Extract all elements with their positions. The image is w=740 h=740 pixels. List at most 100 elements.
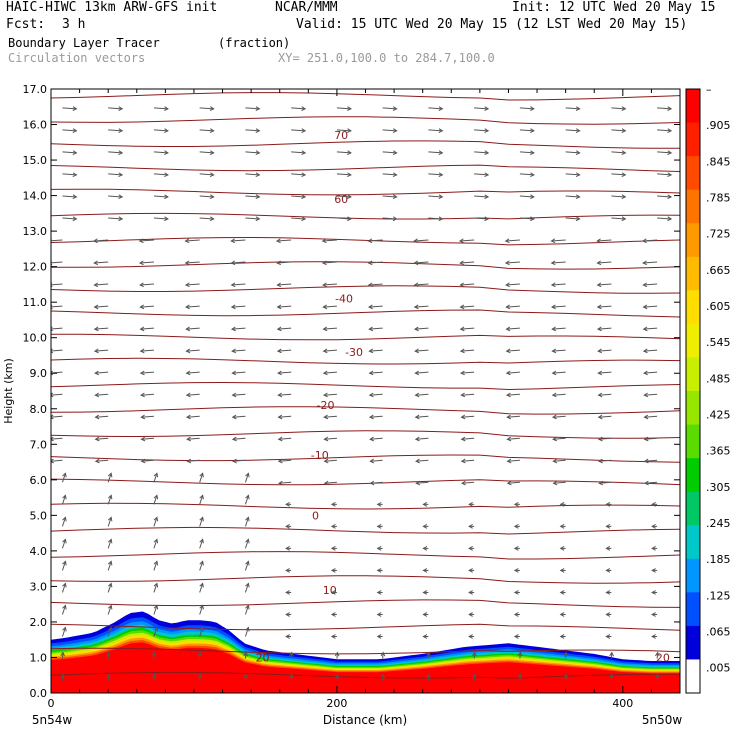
vector-head [347, 128, 352, 133]
vector-arrow [506, 283, 520, 286]
vector-arrow [368, 283, 383, 286]
vector-arrow [199, 539, 204, 549]
vector-arrow [107, 583, 112, 593]
tracer-fill-layer [51, 611, 680, 693]
vector-arrow [414, 239, 429, 242]
vector-arrow [244, 583, 249, 593]
vector-head [459, 282, 465, 288]
vector-head [415, 458, 420, 464]
vector-arrow [459, 239, 475, 242]
vector-head [597, 370, 603, 376]
colorbar-swatch [686, 625, 700, 660]
vector-arrow [140, 305, 154, 308]
vector-arrow [187, 437, 200, 440]
vector-arrow [505, 261, 520, 264]
vector-head [651, 568, 656, 573]
vector-arrow [474, 217, 489, 220]
vector-arrow [139, 239, 154, 242]
vector-head [426, 651, 431, 657]
vector-head [255, 216, 261, 222]
vector-head [230, 282, 236, 288]
vector-arrow [643, 349, 658, 352]
vector-head [468, 568, 473, 573]
vector-head [392, 194, 398, 200]
vector-head [551, 348, 557, 354]
x-axis-title: Distance (km) [323, 713, 407, 727]
vector-head [376, 612, 382, 617]
vector-arrow [416, 481, 429, 484]
vector-head [230, 326, 236, 332]
vector-head [460, 458, 466, 464]
vector-head [460, 414, 466, 420]
vector-head [484, 172, 490, 178]
vector-head [643, 392, 649, 398]
vector-head [506, 480, 512, 486]
vector-arrow [461, 371, 475, 374]
vector-head [369, 458, 375, 464]
colorbar-label: .725 [706, 228, 731, 241]
vector-arrow [199, 217, 214, 220]
colorbar-label: .005 [706, 662, 731, 675]
vector-arrow [414, 283, 429, 286]
vector-head [94, 436, 100, 442]
vector-head [231, 436, 237, 442]
vector-head [459, 326, 465, 332]
vector-arrow [140, 283, 154, 286]
vector-head [468, 590, 473, 595]
vector-head [506, 414, 512, 420]
model-title: HAIC-HIWC 13km ARW-GFS init [6, 0, 218, 15]
vector-head [513, 568, 519, 573]
vector-head [285, 590, 290, 595]
vector-arrow [232, 349, 246, 352]
vector-arrow [461, 393, 475, 396]
vector-arrow [382, 129, 397, 132]
vector-arrow [95, 371, 109, 374]
vector-head [289, 673, 294, 679]
vector-arrow [657, 217, 672, 220]
vector-head [517, 673, 523, 679]
vector-arrow [506, 371, 520, 374]
vector-arrow [244, 539, 249, 549]
vector-head [438, 194, 444, 200]
vector-arrow [507, 459, 520, 462]
contour-line [51, 164, 680, 172]
vector-arrow [519, 217, 534, 220]
contour-line [51, 212, 680, 220]
vector-arrow [291, 173, 306, 176]
vector-arrow [186, 349, 200, 352]
vector-arrow [199, 627, 204, 637]
vector-head [513, 524, 519, 529]
vector-arrow [553, 481, 566, 484]
vector-head [232, 458, 237, 464]
vector-head [51, 370, 54, 376]
vector-head [505, 304, 511, 310]
vector-head [597, 414, 603, 420]
vector-arrow [244, 517, 249, 527]
vector-head [209, 150, 215, 156]
vector-arrow [611, 173, 626, 176]
vector-arrow [108, 217, 123, 220]
vector-head [285, 501, 290, 507]
vector-head [392, 106, 398, 111]
vector-arrow [644, 437, 658, 440]
vector-head [93, 348, 99, 354]
vector-arrow [140, 349, 154, 352]
vector-arrow [519, 151, 534, 154]
vector-head [255, 194, 261, 200]
vector-head [460, 392, 466, 398]
vector-head [468, 524, 473, 529]
vector-arrow [95, 437, 109, 440]
vector-arrow [153, 605, 158, 615]
vector-head [51, 414, 54, 420]
vector-head [185, 370, 191, 376]
vector-arrow [62, 151, 77, 154]
vector-head [376, 501, 382, 507]
vector-head [153, 582, 159, 588]
vector-head [376, 524, 382, 529]
vector-head [51, 392, 54, 398]
vector-head [185, 304, 190, 310]
vector-arrow [324, 459, 337, 462]
vector-arrow [278, 459, 292, 462]
vector-arrow [276, 239, 292, 242]
vector-arrow [565, 129, 580, 132]
